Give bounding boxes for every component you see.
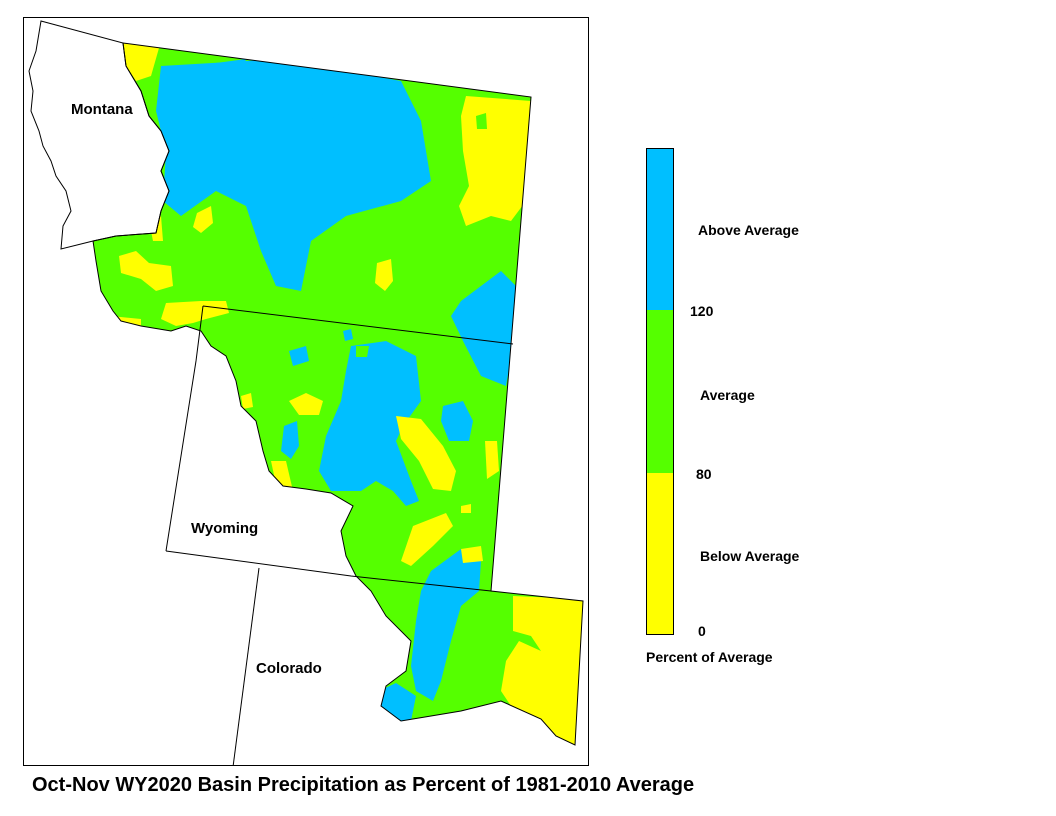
precipitation-map [28, 20, 584, 765]
legend-swatch-average [647, 310, 673, 473]
legend-caption: Percent of Average [646, 649, 773, 665]
state-label-montana: Montana [71, 101, 133, 118]
legend-swatch-above [647, 149, 673, 311]
legend-color-bar [646, 148, 674, 635]
state-label-colorado: Colorado [256, 660, 322, 677]
legend-break-80: 80 [696, 466, 712, 482]
legend-label-below: Below Average [700, 548, 800, 564]
legend-break-120: 120 [690, 303, 714, 319]
precipitation-zones [93, 43, 583, 745]
state-label-wyoming: Wyoming [191, 520, 259, 537]
legend-label-average: Average [700, 387, 755, 403]
map-title: Oct-Nov WY2020 Basin Precipitation as Pe… [32, 774, 695, 796]
legend-break-0: 0 [698, 623, 706, 639]
legend-label-above: Above Average [698, 222, 799, 238]
state-boundaries [28, 20, 514, 765]
legend-swatch-below [647, 472, 673, 634]
map-frame: Montana Wyoming Colorado [23, 17, 589, 766]
